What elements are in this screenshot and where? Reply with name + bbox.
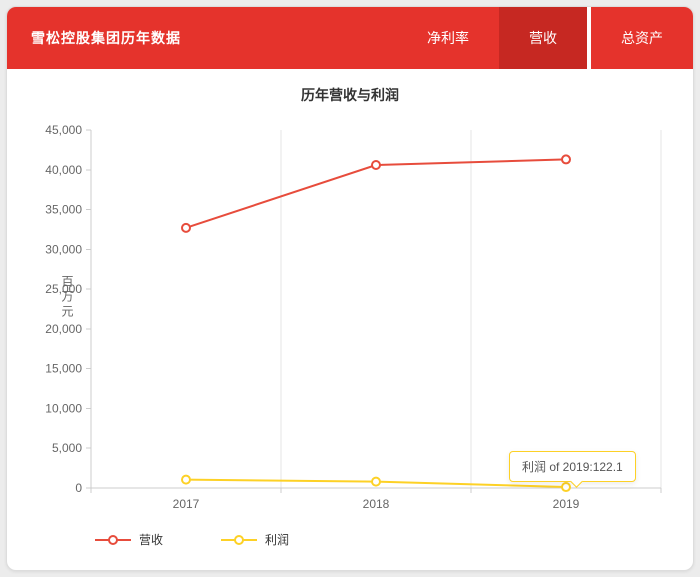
- y-tick-label: 25,000: [45, 282, 82, 296]
- data-point[interactable]: [561, 482, 571, 493]
- legend-label: 营收: [139, 533, 164, 547]
- data-point[interactable]: [181, 474, 191, 485]
- legend-item[interactable]: 利润: [221, 531, 289, 548]
- dashboard-card: 雪松控股集团历年数据 净利率 营收 总资产 历年营收与利润 0 5,000 10,0…: [6, 6, 694, 571]
- header-bar: 雪松控股集团历年数据 净利率 营收 总资产: [7, 7, 693, 69]
- x-tick-label: 2019: [553, 497, 580, 511]
- data-point[interactable]: [371, 476, 381, 487]
- y-tick-label: 10,000: [45, 401, 82, 415]
- tab-net-margin[interactable]: 净利率: [427, 30, 469, 46]
- x-tick-label: 2017: [173, 497, 200, 511]
- y-tick-label: 20,000: [45, 322, 82, 336]
- data-point[interactable]: [561, 154, 571, 165]
- tooltip-text: 利润 of 2019:122.1: [522, 460, 623, 474]
- chart-title: 历年营收与利润: [301, 87, 399, 103]
- y-tick-label: 5,000: [52, 441, 82, 455]
- data-point[interactable]: [371, 160, 381, 171]
- y-tick-label: 0: [75, 481, 82, 495]
- tab-total-assets[interactable]: 总资产: [621, 30, 663, 46]
- line-chart[interactable]: 0 5,000 10,000 15,000 20,000 25,000 30,000 35,0…: [7, 105, 693, 519]
- x-tick-label: 2018: [363, 497, 390, 511]
- legend-label: 利润: [265, 533, 290, 547]
- y-tick-label: 15,000: [45, 362, 82, 376]
- tooltip: 利润 of 2019:122.1: [509, 451, 636, 488]
- y-axis-unit-label: 百万元: [60, 275, 74, 320]
- tab-revenue[interactable]: 营收: [499, 7, 591, 69]
- data-point[interactable]: [181, 222, 191, 233]
- chart-legend: 营收 利润: [95, 531, 289, 548]
- y-tick-label: 40,000: [45, 163, 82, 177]
- app-title: 雪松控股集团历年数据: [31, 30, 181, 46]
- y-tick-label: 35,000: [45, 203, 82, 217]
- legend-swatch: [221, 534, 258, 545]
- y-tick-label: 45,000: [45, 123, 82, 137]
- legend-swatch: [95, 534, 131, 545]
- nav-tabs: 净利率 营收 总资产: [397, 7, 693, 69]
- y-tick-label: 30,000: [45, 242, 82, 256]
- legend-item[interactable]: 营收: [95, 531, 163, 548]
